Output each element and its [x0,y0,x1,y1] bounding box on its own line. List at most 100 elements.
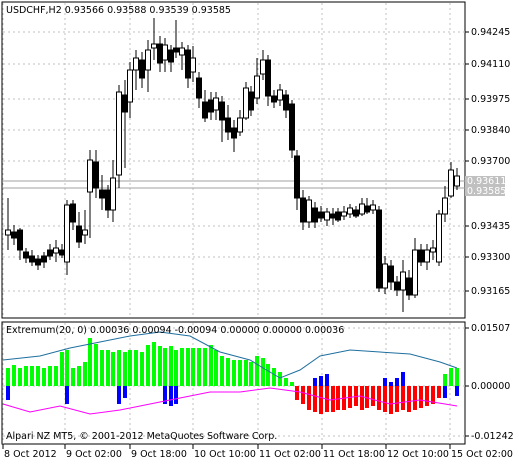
candle[interactable] [29,250,35,266]
candle[interactable] [99,175,105,210]
candle[interactable] [388,260,394,290]
histogram-bar-blue [163,386,167,404]
candle[interactable] [394,276,400,296]
indicator-upper-line [2,331,458,379]
candle[interactable] [318,206,324,222]
candle[interactable] [35,255,41,270]
candle-body-bull [53,247,59,254]
candle[interactable] [41,252,47,268]
candle[interactable] [151,18,157,60]
candle[interactable] [87,150,93,238]
candle[interactable] [448,162,454,198]
candle[interactable] [436,210,442,266]
candle-body-bull [430,247,436,253]
candle[interactable] [412,238,418,298]
histogram-bar-green [24,366,28,386]
candle[interactable] [173,20,179,58]
candle[interactable] [133,50,139,90]
main-panel-frame [1,1,466,319]
candle[interactable] [254,58,260,104]
histogram-bar-green [83,362,87,386]
candle[interactable] [76,212,82,248]
candle[interactable] [312,202,318,228]
candle[interactable] [93,150,99,198]
candle-body-bear [17,229,23,251]
candle-body-bull [145,49,151,71]
candle[interactable] [335,208,341,222]
candle[interactable] [376,206,382,292]
candle[interactable] [231,120,237,152]
candle[interactable] [53,240,59,262]
candle[interactable] [17,228,23,260]
candle[interactable] [347,204,353,218]
histogram-bar-green [244,360,248,386]
candle[interactable] [248,86,254,116]
candle[interactable] [324,208,330,226]
candle[interactable] [179,42,185,70]
candle[interactable] [190,46,196,82]
candle-body-bull [359,203,365,215]
candle[interactable] [139,52,145,88]
candle[interactable] [353,206,359,218]
histogram-bar-green [6,368,10,386]
candle[interactable] [424,244,430,270]
candle[interactable] [196,72,202,108]
candle[interactable] [442,186,448,222]
candle-body-bear [122,94,128,113]
candle[interactable] [168,45,174,72]
candle[interactable] [219,96,225,142]
histogram-bar-red [354,386,358,406]
candle[interactable] [430,240,436,260]
candle[interactable] [271,90,277,108]
ask-price-tag-bg [465,186,505,196]
candle[interactable] [5,198,11,250]
candle[interactable] [370,200,376,214]
candle[interactable] [82,210,88,244]
candle[interactable] [277,84,283,106]
candle[interactable] [382,256,388,294]
candle[interactable] [225,105,231,140]
x-axis-label: 12 Oct 10:00 [387,449,449,460]
candle-body-bear [93,161,99,189]
indicator-y-label: 0.00000 [471,381,510,392]
candle[interactable] [11,225,17,245]
candle[interactable] [47,244,53,260]
candle-body-bear [99,189,105,199]
candle[interactable] [306,196,312,228]
candle[interactable] [202,90,208,122]
candle[interactable] [64,200,70,275]
candle[interactable] [364,198,370,214]
candle[interactable] [243,82,249,120]
histogram-bar-green [284,378,288,386]
candle[interactable] [454,168,460,190]
candle[interactable] [406,270,412,300]
candle[interactable] [265,55,271,106]
candle-body-bull [347,207,353,215]
candle[interactable] [341,206,347,220]
candle[interactable] [70,200,76,230]
candle[interactable] [116,85,122,188]
histogram-bar-green [12,365,16,386]
candle[interactable] [127,62,133,118]
candle[interactable] [162,38,168,72]
candle[interactable] [145,40,151,92]
candle[interactable] [418,244,424,266]
histogram-bar-blue [383,378,387,386]
candle[interactable] [294,150,300,210]
candle[interactable] [283,90,289,118]
candle[interactable] [213,92,219,120]
x-axis-label: 10 Oct 10:00 [194,449,256,460]
candle-body-bear [47,249,53,257]
candle[interactable] [300,190,306,230]
price-lines [3,180,465,189]
candle[interactable] [400,260,406,312]
histogram-bar-green [180,348,184,386]
candles-group[interactable] [5,18,460,312]
candle[interactable] [122,80,128,168]
candle[interactable] [237,110,243,136]
candle[interactable] [289,100,295,158]
x-axis-label: 11 Oct 18:00 [323,449,385,460]
candle[interactable] [110,160,116,222]
candle[interactable] [23,248,29,263]
